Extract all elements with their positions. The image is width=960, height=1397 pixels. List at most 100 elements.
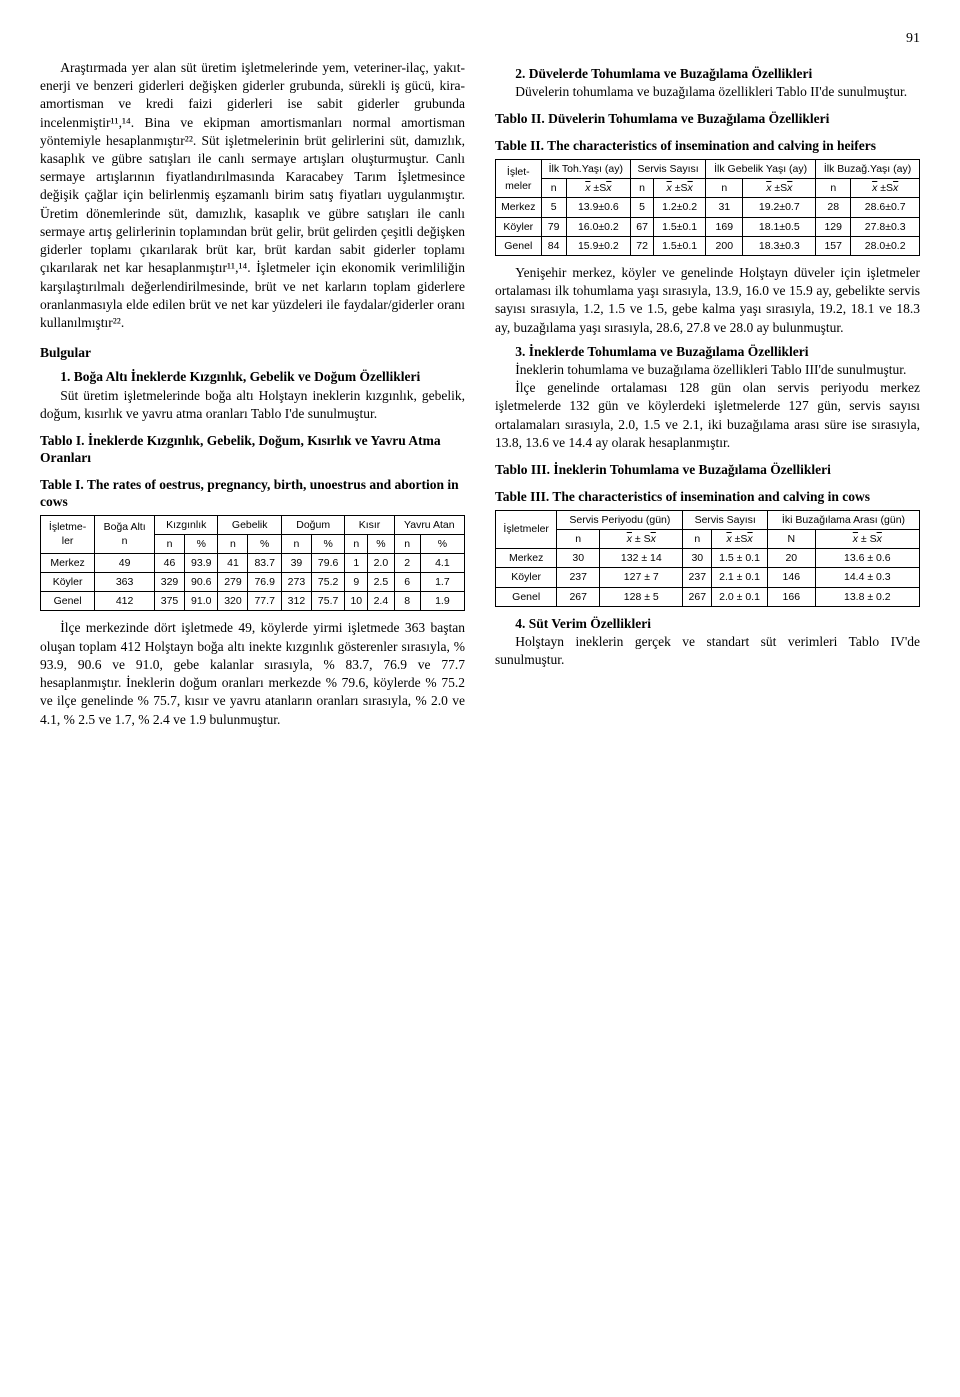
cell: 2	[394, 553, 420, 572]
cell: 2.5	[368, 573, 394, 592]
sub-1: 1. Boğa Altı İneklerde Kızgınlık, Gebeli…	[40, 368, 465, 386]
cell: 41	[218, 553, 248, 572]
cell: 10	[345, 592, 368, 611]
left-column: Araştırmada yer alan süt üretim işletmel…	[40, 59, 465, 729]
table-row: İşletme-ler Boğa Altın Kızgınlık Gebelik…	[41, 515, 465, 534]
hdr: x ± Sx	[815, 530, 919, 549]
hdr: İlk Buzağ.Yaşı (ay)	[816, 160, 920, 179]
hdr: n	[683, 530, 712, 549]
table2-title-en: Table II. The characteristics of insemin…	[495, 138, 920, 155]
cell: 1.7	[420, 573, 464, 592]
hdr: n	[557, 530, 600, 549]
cell: 2.0	[368, 553, 394, 572]
para-4: Düvelerin tohumlama ve buzağılama özelli…	[495, 83, 920, 101]
hdr: N	[767, 530, 815, 549]
cell: 28	[816, 198, 851, 217]
cell: 31	[706, 198, 743, 217]
hdr: n	[394, 534, 420, 553]
cell: Genel	[41, 592, 95, 611]
cell: 128 ± 5	[600, 587, 683, 606]
cell: 91.0	[184, 592, 218, 611]
para-8: Holştayn ineklerin gerçek ve standart sü…	[495, 633, 920, 669]
cell: 273	[281, 573, 311, 592]
cell: 72	[631, 236, 654, 255]
hdr: n	[281, 534, 311, 553]
cell: 79.6	[311, 553, 345, 572]
hdr: %	[311, 534, 345, 553]
hdr: Kızgınlık	[155, 515, 218, 534]
hdr: Yavru Atan	[394, 515, 464, 534]
cell: 67	[631, 217, 654, 236]
cell: Merkez	[496, 549, 557, 568]
cell: 375	[155, 592, 185, 611]
cell: Genel	[496, 587, 557, 606]
table2-title-tr: Tablo II. Düvelerin Tohumlama ve Buzağıl…	[495, 111, 920, 128]
cell: 2.0 ± 0.1	[712, 587, 768, 606]
cell: 84	[541, 236, 566, 255]
cell: 16.0±0.2	[566, 217, 630, 236]
cell: 200	[706, 236, 743, 255]
hdr: n	[345, 534, 368, 553]
cell: 93.9	[184, 553, 218, 572]
hdr: İlk Toh.Yaşı (ay)	[541, 160, 630, 179]
cell: 267	[683, 587, 712, 606]
hdr: Servis Sayısı	[631, 160, 706, 179]
table-row: Köyler 7916.0±0.2 671.5±0.1 16918.1±0.5 …	[496, 217, 920, 236]
hdr: ler	[62, 535, 74, 547]
cell: Köyler	[41, 573, 95, 592]
hdr: Kısır	[345, 515, 394, 534]
cell: 18.1±0.5	[743, 217, 816, 236]
cell: 8	[394, 592, 420, 611]
cell: 30	[683, 549, 712, 568]
page-number: 91	[40, 30, 920, 49]
table-1: İşletme-ler Boğa Altın Kızgınlık Gebelik…	[40, 515, 465, 612]
hdr: İşletmeler	[496, 510, 557, 548]
cell: 83.7	[248, 553, 282, 572]
cell: 75.2	[311, 573, 345, 592]
hdr: Servis Sayısı	[683, 510, 767, 529]
cell: 27.8±0.3	[851, 217, 920, 236]
cell: 1.2±0.2	[654, 198, 706, 217]
cell: 169	[706, 217, 743, 236]
para-7: İlçe genelinde ortalaması 128 gün olan s…	[495, 379, 920, 452]
section-bulgular: Bulgular	[40, 344, 465, 362]
cell: 20	[767, 549, 815, 568]
table-row: Köyler 237127 ± 7 2372.1 ± 0.1 14614.4 ±…	[496, 568, 920, 587]
hdr: n	[816, 179, 851, 198]
cell: 127 ± 7	[600, 568, 683, 587]
para-2: Süt üretim işletmelerinde boğa altı Holş…	[40, 387, 465, 423]
cell: 5	[541, 198, 566, 217]
cell: 30	[557, 549, 600, 568]
sub-3: 3. İneklerde Tohumlama ve Buzağılama Öze…	[495, 343, 920, 361]
cell: 146	[767, 568, 815, 587]
cell: 13.8 ± 0.2	[815, 587, 919, 606]
cell: 4.1	[420, 553, 464, 572]
table-row: nx ± Sx nx ±Sx Nx ± Sx	[496, 530, 920, 549]
cell: 166	[767, 587, 815, 606]
table-row: Merkez 513.9±0.6 51.2±0.2 3119.2±0.7 282…	[496, 198, 920, 217]
hdr: Gebelik	[218, 515, 281, 534]
hdr: n	[122, 535, 128, 547]
cell: 18.3±0.3	[743, 236, 816, 255]
hdr: Servis Periyodu (gün)	[557, 510, 683, 529]
table-2: İşlet-meler İlk Toh.Yaşı (ay) Servis Say…	[495, 159, 920, 256]
cell: 412	[95, 592, 155, 611]
table1-title-tr: Tablo I. İneklerde Kızgınlık, Gebelik, D…	[40, 433, 465, 467]
cell: Köyler	[496, 568, 557, 587]
cell: 49	[95, 553, 155, 572]
table3-title-en: Table III. The characteristics of insemi…	[495, 489, 920, 506]
table-row: Genel 267128 ± 5 2672.0 ± 0.1 16613.8 ± …	[496, 587, 920, 606]
cell: 13.6 ± 0.6	[815, 549, 919, 568]
cell: 1	[345, 553, 368, 572]
cell: 15.9±0.2	[566, 236, 630, 255]
para-6: İneklerin tohumlama ve buzağılama özelli…	[495, 361, 920, 379]
table-row: Merkez 30132 ± 14 301.5 ± 0.1 2013.6 ± 0…	[496, 549, 920, 568]
cell: 1.5 ± 0.1	[712, 549, 768, 568]
hdr: %	[184, 534, 218, 553]
sub-2: 2. Düvelerde Tohumlama ve Buzağılama Öze…	[495, 65, 920, 83]
hdr: n	[155, 534, 185, 553]
cell: 14.4 ± 0.3	[815, 568, 919, 587]
table-row: İşlet-meler İlk Toh.Yaşı (ay) Servis Say…	[496, 160, 920, 179]
cell: 75.7	[311, 592, 345, 611]
hdr: İşlet-	[507, 166, 530, 178]
